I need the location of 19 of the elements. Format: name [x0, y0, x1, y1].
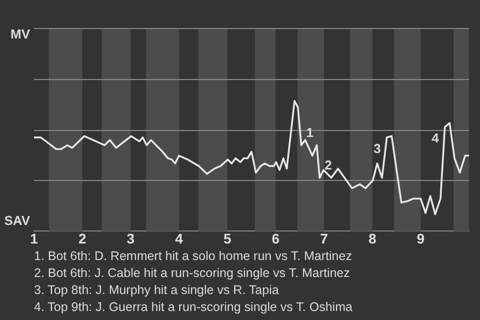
x-tick-label: 7: [320, 230, 328, 246]
x-tick-label: 8: [368, 230, 376, 246]
text: 4. Top 9th: J. Guerra hit a run-scoring single vs T. Oshima: [34, 299, 354, 316]
x-tick-label: 1: [30, 230, 38, 246]
text: 3. Top 8th: J. Murphy hit a single vs R. Tapia: [34, 282, 280, 299]
annotation: 2: [324, 157, 332, 172]
x-tick-label: 9: [416, 230, 425, 246]
x-tick-label: 6: [272, 230, 280, 246]
annotation: 1: [306, 124, 314, 140]
text: MV: [10, 26, 30, 42]
text: SAV: [4, 212, 30, 228]
annotation: 3: [374, 140, 381, 156]
x-tick-label: 3: [126, 230, 135, 246]
text: 1. Bot 6th: D. Remmert hit a solo home run vs T. Martinez: [34, 248, 353, 265]
annotation: 4: [432, 130, 440, 146]
x-tick-label: 5: [223, 230, 232, 246]
text: 2. Bot 6th: J. Cable hit a run-scoring single vs T. Martinez: [34, 265, 351, 282]
x-tick-label: 2: [78, 230, 86, 246]
x-tick-label: 4: [175, 230, 184, 246]
